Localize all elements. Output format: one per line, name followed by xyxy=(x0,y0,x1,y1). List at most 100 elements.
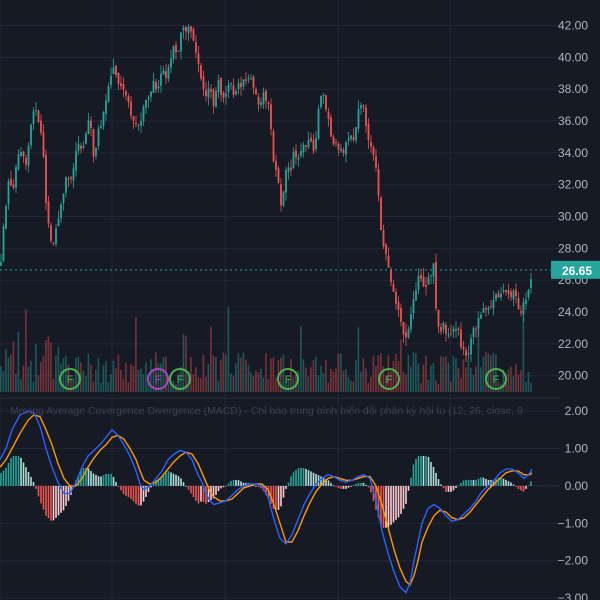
candle-body xyxy=(75,150,77,171)
macd-hist-bar xyxy=(382,485,385,528)
candle-body xyxy=(395,291,397,304)
candle-body xyxy=(247,77,250,79)
macd-hist-bar xyxy=(17,455,20,486)
macd-hist-bar xyxy=(520,485,522,491)
macd-hist-bar xyxy=(132,485,135,502)
volume-bar xyxy=(62,358,65,392)
volume-bar xyxy=(140,368,142,392)
macd-hist-bar xyxy=(0,472,2,486)
f-marker[interactable]: F xyxy=(169,368,191,390)
macd-hist-bar xyxy=(287,482,290,486)
macd-hist-bar xyxy=(447,485,450,492)
macd-hist-bar xyxy=(355,483,357,486)
candle-body xyxy=(492,299,495,309)
macd-hist-bar xyxy=(180,478,182,486)
volume-bar xyxy=(412,352,415,392)
candle-body xyxy=(422,276,425,287)
candle-body xyxy=(287,167,290,173)
volume-bar xyxy=(72,378,75,392)
volume-bar xyxy=(170,381,172,392)
macd-hist-bar xyxy=(97,476,100,486)
price-tick-label: 38.00 xyxy=(558,82,588,96)
price-tick-label: 42.00 xyxy=(558,18,588,32)
candle-body xyxy=(517,297,520,310)
macd-hist-bar xyxy=(395,485,397,520)
macd-hist-bar xyxy=(32,481,35,486)
candle-body xyxy=(110,75,112,86)
candle-body xyxy=(67,178,70,180)
volume-bar xyxy=(467,356,470,392)
volume-bar xyxy=(245,359,247,392)
macd-hist-bar xyxy=(182,482,185,486)
candle-body xyxy=(280,184,282,206)
volume-bar xyxy=(17,332,20,392)
candle-body xyxy=(170,58,172,68)
volume-bar xyxy=(480,367,482,392)
macd-hist-bar xyxy=(367,485,370,488)
candle-body xyxy=(500,293,502,298)
volume-bar xyxy=(117,354,120,392)
last-price-tag[interactable]: 26.65 xyxy=(551,260,600,279)
macd-hist-bar xyxy=(460,482,462,486)
f-marker[interactable]: F xyxy=(277,368,299,390)
volume-bar xyxy=(432,362,435,392)
macd-indicator-title[interactable]: Moving Average Covergence Divergence (MA… xyxy=(10,405,523,417)
macd-hist-bar xyxy=(525,485,527,489)
volume-bar xyxy=(67,364,70,392)
f-marker[interactable]: F xyxy=(485,368,507,390)
volume-bar xyxy=(145,362,147,392)
volume-bar xyxy=(530,382,532,392)
f-marker[interactable]: F xyxy=(147,368,169,390)
candle-body xyxy=(410,314,412,330)
f-marker[interactable]: F xyxy=(59,368,81,390)
candle-body xyxy=(285,170,287,193)
volume-bar xyxy=(242,352,245,392)
candle-body xyxy=(322,94,325,96)
candle-body xyxy=(397,301,400,310)
macd-hist-bar xyxy=(102,475,105,486)
macd-hist-bar xyxy=(110,473,112,486)
candle-body xyxy=(330,117,332,137)
candle-body xyxy=(522,301,525,315)
candle-body xyxy=(355,127,357,141)
volume-bar xyxy=(372,356,375,392)
candle-body xyxy=(272,131,275,162)
volume-bar xyxy=(442,356,445,392)
volume-bar xyxy=(227,306,230,392)
macd-hist-bar xyxy=(402,485,405,509)
candle-body xyxy=(365,107,367,126)
macd-hist-bar xyxy=(50,485,52,521)
candle-body xyxy=(467,353,470,355)
volume-bar xyxy=(392,361,395,392)
macd-hist-bar xyxy=(160,477,162,486)
volume-bar xyxy=(30,360,32,392)
candle-body xyxy=(490,306,492,308)
f-marker-label: F xyxy=(177,374,184,386)
candle-body xyxy=(137,124,140,126)
macd-hist-bar xyxy=(360,482,362,486)
volume-bar xyxy=(155,352,157,392)
candle-body xyxy=(22,151,25,157)
macd-hist-bar xyxy=(2,470,5,486)
f-marker[interactable]: F xyxy=(378,368,400,390)
macd-hist-bar xyxy=(142,485,145,502)
candle-body xyxy=(87,120,90,134)
volume-bar xyxy=(472,374,475,392)
candle-body xyxy=(177,50,180,52)
volume-bar xyxy=(505,377,507,392)
macd-hist-bar xyxy=(450,485,452,492)
macd-hist-bar xyxy=(167,471,170,486)
macd-hist-bar xyxy=(347,485,350,488)
volume-bar xyxy=(495,354,497,392)
candle-body xyxy=(332,136,335,145)
candle-body xyxy=(485,308,487,310)
macd-hist-bar xyxy=(12,455,15,486)
macd-hist-bar xyxy=(275,485,277,510)
macd-hist-bar xyxy=(217,485,220,492)
volume-bar xyxy=(7,357,10,392)
volume-bar xyxy=(25,309,27,392)
macd-hist-bar xyxy=(222,485,225,488)
price-axis: 42.00 40.00 38.00 36.00 34.00 32.00 30.00 28.00… xyxy=(558,18,588,382)
candle-body xyxy=(352,137,355,141)
